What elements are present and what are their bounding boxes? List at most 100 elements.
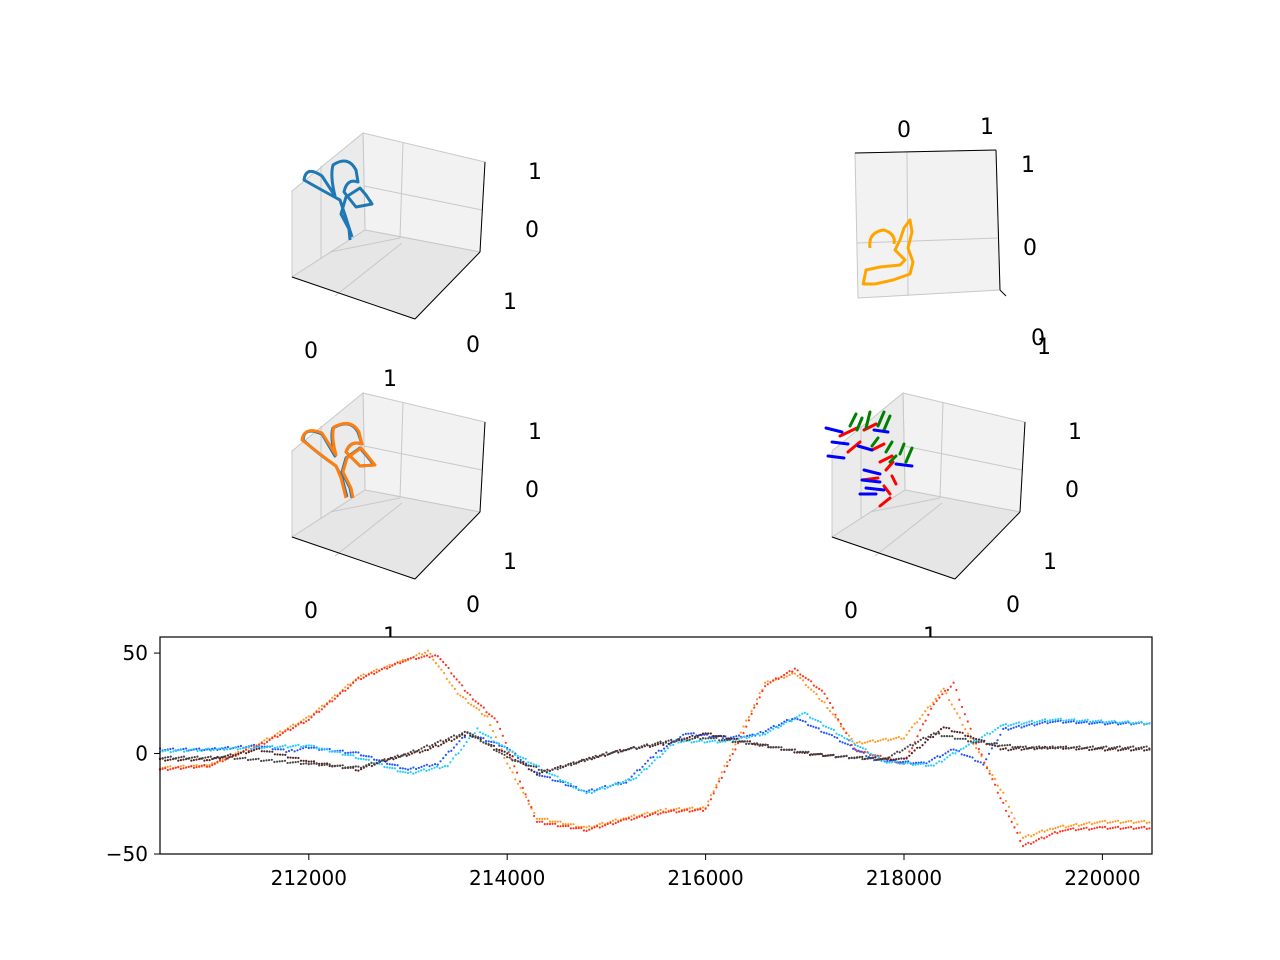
data-point [1148, 827, 1151, 830]
data-point [1032, 746, 1035, 749]
data-point [641, 814, 644, 817]
data-point [412, 749, 415, 752]
data-point [945, 735, 949, 738]
data-point [326, 747, 329, 751]
data-point [393, 763, 396, 767]
data-point [562, 825, 565, 828]
data-point [289, 745, 292, 748]
data-point [1134, 747, 1137, 750]
data-point [1107, 747, 1111, 750]
data-point [541, 774, 544, 778]
data-point [942, 687, 945, 690]
data-point [237, 745, 240, 748]
data-point [708, 740, 711, 743]
data-point [500, 752, 503, 755]
data-point [1020, 726, 1023, 729]
data-point [1145, 722, 1148, 725]
data-point [996, 791, 999, 794]
data-point [393, 767, 396, 770]
pose-y-axis [848, 410, 914, 464]
data-point [577, 788, 580, 791]
data-point [487, 735, 490, 738]
data-point [161, 767, 164, 771]
data-point [846, 738, 849, 741]
data-point [373, 758, 376, 761]
data-point [1114, 820, 1117, 823]
data-point [1030, 719, 1033, 723]
data-point [715, 736, 718, 740]
data-point [196, 749, 199, 753]
data-point [508, 749, 511, 752]
tick-label: 1 [528, 160, 542, 185]
data-point [747, 719, 751, 722]
data-point [1056, 746, 1060, 750]
trajectory [861, 218, 915, 286]
data-point [516, 756, 520, 760]
data-point [861, 742, 864, 745]
data-point [519, 758, 522, 762]
data-point [375, 761, 378, 765]
data-point [837, 755, 840, 759]
data-point [208, 765, 211, 768]
data-point [179, 767, 182, 771]
data-point [742, 725, 745, 728]
data-point [580, 826, 583, 830]
data-point [344, 689, 347, 692]
data-point [916, 746, 919, 749]
data-point [924, 764, 928, 768]
data-point [812, 690, 815, 693]
data-point [1062, 745, 1065, 749]
data-point [333, 697, 336, 700]
data-point [234, 746, 237, 749]
data-point [660, 749, 663, 753]
data-point [265, 746, 269, 749]
data-point [658, 755, 662, 759]
data-point [994, 744, 997, 747]
data-point [985, 758, 988, 761]
data-point [466, 731, 469, 734]
data-point [883, 759, 886, 762]
data-point [1036, 720, 1039, 723]
data-point [815, 686, 818, 689]
data-point [830, 727, 833, 731]
data-point [1069, 827, 1072, 831]
data-point [252, 743, 256, 747]
data-point [669, 744, 672, 747]
data-point [1096, 821, 1099, 824]
data-point [686, 737, 689, 740]
data-point [726, 738, 729, 742]
data-point [877, 758, 880, 761]
data-point [201, 757, 204, 760]
data-point [799, 677, 802, 680]
data-point [820, 730, 823, 733]
data-point [839, 722, 843, 726]
data-point [522, 761, 525, 764]
data-point [1085, 822, 1088, 825]
data-point [926, 706, 929, 709]
data-point [373, 672, 376, 676]
data-point [1002, 801, 1005, 804]
data-point [1010, 811, 1013, 814]
data-point [318, 747, 321, 750]
data-point [425, 763, 428, 766]
data-point [983, 761, 986, 764]
data-point [384, 760, 387, 763]
data-point [569, 782, 572, 786]
data-point [996, 739, 999, 742]
data-point [637, 774, 640, 777]
data-point [262, 759, 265, 762]
data-point [834, 716, 837, 719]
data-point [1132, 827, 1135, 831]
data-point [683, 737, 686, 740]
data-point [406, 768, 410, 771]
data-point [852, 747, 855, 750]
data-point [764, 730, 767, 733]
data-point [312, 744, 316, 747]
data-point [962, 747, 965, 750]
data-point [871, 739, 874, 742]
data-point [815, 753, 818, 756]
data-point [983, 734, 986, 737]
data-point [766, 731, 769, 734]
data-point [865, 755, 868, 758]
data-point [1029, 842, 1033, 845]
